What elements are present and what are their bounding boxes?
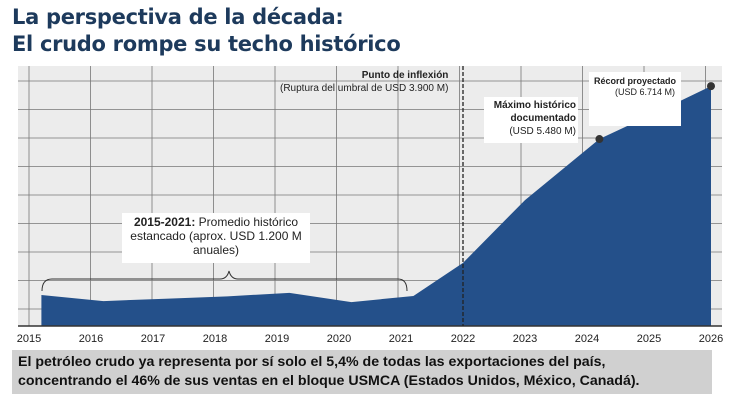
x-tick-label: 2024: [575, 333, 599, 345]
annotation-record: Récord proyectado (USD 6.714 M): [589, 72, 681, 126]
annotation-max: Máximo histórico documentado (USD 5.480 …: [484, 97, 578, 143]
x-tick-label: 2021: [389, 333, 413, 345]
x-tick-label: 2025: [637, 333, 661, 345]
data-point-marker: [595, 135, 604, 144]
x-tick-label: 2019: [265, 333, 289, 345]
x-tick-label: 2023: [513, 333, 537, 345]
area-chart: 2015 2016 2017 2018 2019 2020 2021 2022 2023 2024…: [17, 66, 723, 345]
x-tick-label: 2026: [699, 333, 723, 345]
x-tick-label: 2015: [17, 333, 41, 345]
x-tick-label: 2017: [141, 333, 165, 345]
annotation-average: 2015-2021: Promedio histórico estancado …: [122, 213, 310, 263]
x-tick-label: 2018: [203, 333, 227, 345]
annotation-inflection: Punto de inflexión (Ruptura del umbral d…: [280, 70, 449, 94]
area-series: [41, 86, 711, 327]
bracket: [41, 270, 408, 292]
x-tick-label: 2022: [451, 333, 475, 345]
x-tick-label: 2020: [327, 333, 351, 345]
x-tick-label: 2016: [79, 333, 103, 345]
data-point-marker: [707, 82, 715, 91]
page-title: La perspectiva de la década: El crudo ro…: [12, 5, 401, 56]
caption-box: El petróleo crudo ya representa por sí s…: [12, 350, 712, 394]
